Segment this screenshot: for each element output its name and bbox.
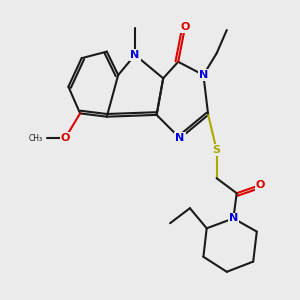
Text: N: N <box>176 133 184 143</box>
Text: N: N <box>130 50 140 60</box>
Text: O: O <box>255 180 265 190</box>
Text: N: N <box>199 70 208 80</box>
Text: S: S <box>213 145 220 155</box>
Text: N: N <box>229 213 238 224</box>
Text: CH₃: CH₃ <box>28 134 42 143</box>
Text: O: O <box>60 133 70 143</box>
Text: O: O <box>180 22 190 32</box>
